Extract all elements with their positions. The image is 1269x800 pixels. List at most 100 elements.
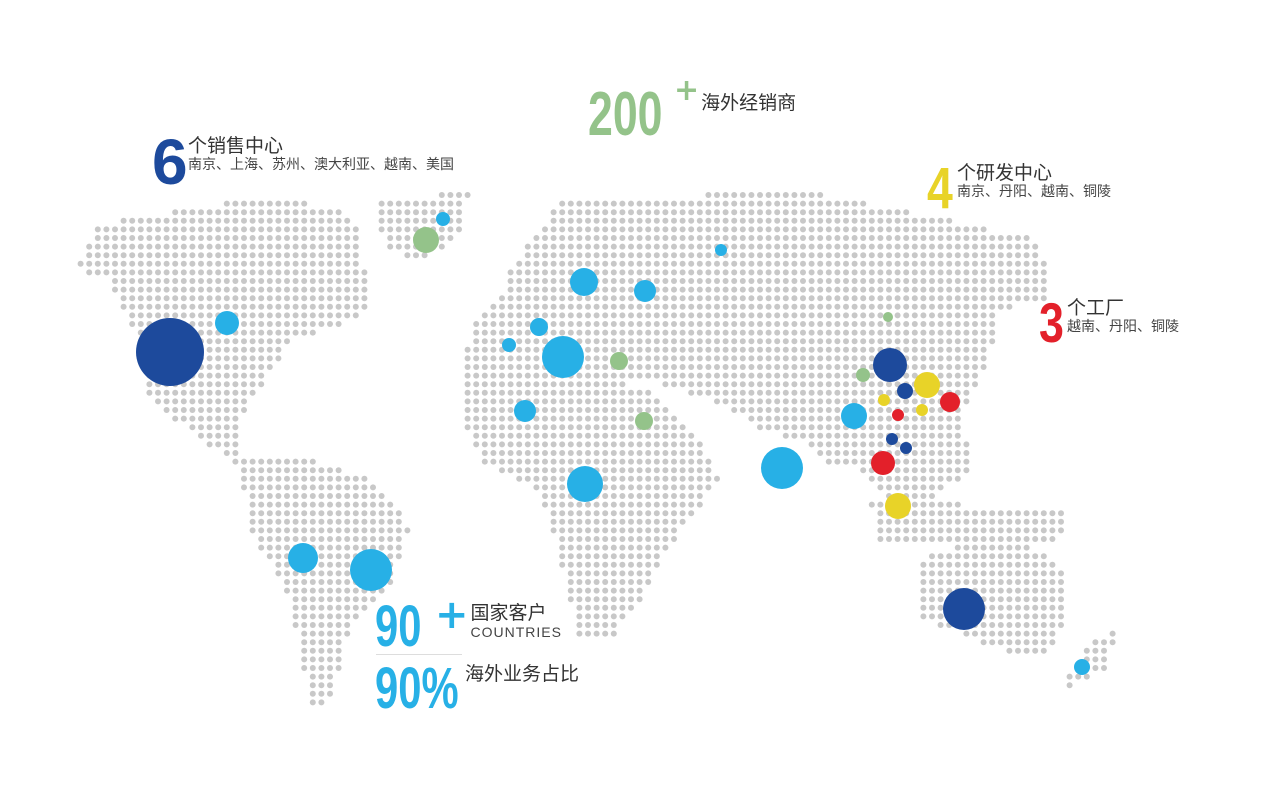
map-dot	[920, 355, 927, 362]
map-dot	[602, 527, 609, 534]
map-dot	[662, 303, 669, 310]
map-dot	[507, 312, 514, 319]
map-dot	[370, 536, 376, 542]
map-dot	[266, 510, 273, 517]
map-dot	[576, 312, 583, 319]
map-dot	[696, 329, 703, 336]
map-dot	[447, 209, 454, 216]
map-dot	[275, 286, 282, 293]
map-dot	[636, 561, 643, 568]
map-dot	[292, 518, 299, 525]
map-dot	[671, 243, 677, 250]
map-dot	[301, 217, 308, 224]
map-dot	[860, 381, 867, 388]
map-dot	[757, 303, 763, 310]
map-dot	[619, 260, 626, 267]
map-dot	[550, 321, 557, 327]
map-dot	[1040, 510, 1047, 517]
map-dot	[266, 278, 273, 284]
map-dot	[868, 235, 875, 241]
map-dot	[920, 570, 927, 577]
map-dot	[645, 303, 652, 310]
map-dot	[602, 303, 609, 310]
map-dot	[301, 303, 308, 310]
map-dot	[146, 269, 153, 276]
map-dot	[507, 286, 514, 293]
map-dot	[671, 501, 677, 508]
map-dot	[327, 596, 333, 603]
map-dot	[223, 432, 230, 439]
map-dot	[172, 243, 179, 250]
map-dot	[628, 235, 634, 241]
map-dot	[378, 200, 385, 207]
map-dot	[757, 424, 763, 431]
map-dot	[748, 407, 755, 413]
map-dot	[249, 286, 256, 293]
map-dot	[739, 398, 746, 405]
map-dot	[198, 209, 204, 216]
map-dot	[757, 329, 763, 336]
map-dot	[1032, 243, 1039, 250]
map-dot	[275, 493, 282, 499]
map-dot	[937, 286, 944, 293]
map-dot	[481, 450, 488, 456]
map-dot	[688, 252, 695, 259]
map-dot	[757, 295, 763, 302]
map-dot	[327, 665, 333, 671]
map-dot	[903, 432, 910, 439]
map-dot	[318, 596, 325, 603]
map-dot	[696, 252, 703, 259]
map-dot	[886, 475, 892, 482]
map-dot	[241, 260, 247, 267]
map-dot	[559, 415, 566, 422]
map-dot	[387, 527, 394, 534]
map-dot	[679, 303, 686, 310]
map-dot	[868, 475, 875, 482]
map-dot	[782, 252, 789, 259]
map-dot	[533, 475, 540, 482]
map-dot	[593, 604, 600, 611]
map-dot	[765, 415, 772, 422]
map-dot	[860, 450, 867, 456]
map-dot	[834, 424, 841, 431]
map-dot	[937, 587, 944, 594]
map-dot	[696, 484, 703, 491]
map-dot	[309, 647, 316, 654]
map-dot	[576, 570, 583, 577]
map-dot	[636, 587, 643, 594]
map-dot	[593, 432, 600, 439]
map-dot	[189, 243, 196, 250]
map-dot	[731, 312, 738, 319]
map-dot	[1015, 510, 1021, 517]
map-dot	[851, 252, 858, 259]
map-dot	[516, 278, 523, 284]
map-dot	[327, 226, 333, 233]
map-dot	[94, 260, 101, 267]
map-dot	[645, 338, 652, 345]
map-dot	[507, 364, 514, 370]
map-dot	[576, 252, 583, 259]
map-dot	[550, 510, 557, 517]
map-dot	[946, 415, 953, 422]
map-dot	[765, 398, 772, 405]
map-dot	[662, 243, 669, 250]
map-dot	[765, 321, 772, 327]
map-dot	[980, 321, 987, 327]
map-dot	[705, 303, 712, 310]
map-dot	[318, 527, 325, 534]
map-dot	[327, 544, 333, 551]
map-dot	[800, 200, 806, 207]
map-dot	[593, 510, 600, 517]
map-dot	[473, 424, 480, 431]
map-dot	[903, 312, 910, 319]
map-dot	[180, 260, 187, 267]
map-dot	[275, 518, 282, 525]
map-dot	[980, 639, 987, 646]
map-dot	[1040, 622, 1047, 628]
map-dot	[507, 355, 514, 362]
map-dot	[567, 570, 574, 577]
map-dot	[817, 372, 824, 379]
map-dot	[275, 295, 282, 302]
map-dot	[937, 553, 944, 560]
map-dot	[1101, 665, 1107, 671]
